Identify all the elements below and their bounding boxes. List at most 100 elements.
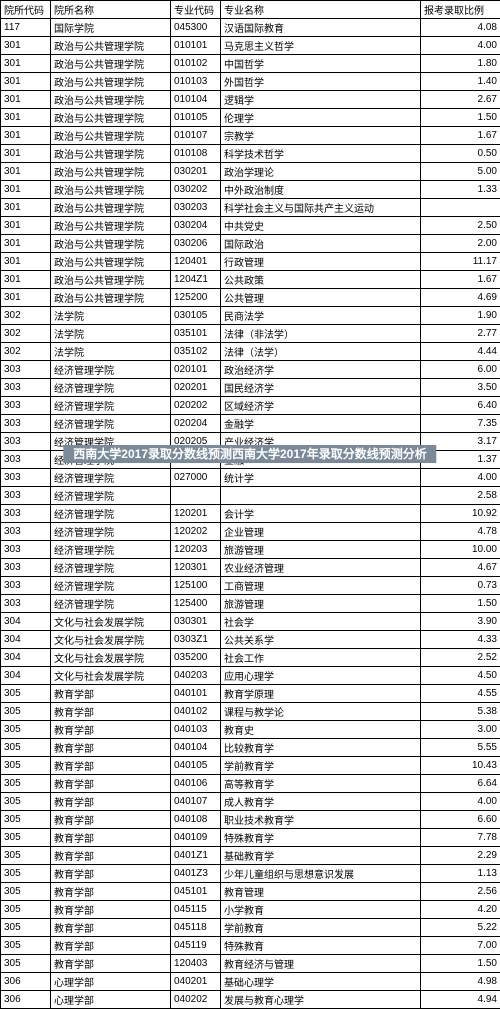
- table-row: 305教育学部040108职业技术教育学6.60: [1, 811, 500, 829]
- table-row: 305教育学部120403教育经济与管理1.50: [1, 955, 500, 973]
- table-row: 301政治与公共管理学院010105伦理学1.50: [1, 109, 500, 127]
- cell: 020101: [171, 361, 221, 379]
- cell: 公共管理: [221, 289, 421, 307]
- cell: 法学院: [51, 325, 171, 343]
- cell: 4.94: [421, 991, 500, 1009]
- cell: 教育学部: [51, 703, 171, 721]
- cell: 工商管理: [221, 577, 421, 595]
- cell: 120203: [171, 541, 221, 559]
- cell: 教育学部: [51, 685, 171, 703]
- cell: 政治学理论: [221, 163, 421, 181]
- table-row: 306心理学部040202发展与教育心理学4.94: [1, 991, 500, 1009]
- cell: 1.90: [421, 307, 500, 325]
- cell: 0401Z3: [171, 865, 221, 883]
- cell: 小学教育: [221, 901, 421, 919]
- cell: 经济管理学院: [51, 595, 171, 613]
- cell: 4.33: [421, 631, 500, 649]
- cell: 1.50: [421, 955, 500, 973]
- cell: 科学社会主义与国际共产主义运动: [221, 199, 421, 217]
- cell: 课程与教学论: [221, 703, 421, 721]
- table-row: 303经济管理学院2.58: [1, 487, 500, 505]
- cell: [171, 487, 221, 505]
- cell: 教育学部: [51, 955, 171, 973]
- cell: 030206: [171, 235, 221, 253]
- cell: 303: [1, 415, 51, 433]
- cell: 305: [1, 739, 51, 757]
- cell: 305: [1, 811, 51, 829]
- cell: 公共政策: [221, 271, 421, 289]
- table-row: 301政治与公共管理学院010104逻辑学2.67: [1, 91, 500, 109]
- cell: 035102: [171, 343, 221, 361]
- cell: 306: [1, 991, 51, 1009]
- cell: 301: [1, 163, 51, 181]
- cell: 中外政治制度: [221, 181, 421, 199]
- cell: 040102: [171, 703, 221, 721]
- cell: 0401Z1: [171, 847, 221, 865]
- cell: 社会工作: [221, 649, 421, 667]
- cell: 政治与公共管理学院: [51, 127, 171, 145]
- cell: 305: [1, 685, 51, 703]
- cell: 4.00: [421, 37, 500, 55]
- cell: 教育学部: [51, 829, 171, 847]
- cell: 4.55: [421, 685, 500, 703]
- table-row: 305教育学部040105学前教育学10.43: [1, 757, 500, 775]
- col-major-name: 专业名称: [221, 1, 421, 19]
- cell: 教育学部: [51, 937, 171, 955]
- cell: 2.56: [421, 883, 500, 901]
- cell: 040201: [171, 973, 221, 991]
- cell: 1.80: [421, 55, 500, 73]
- table-row: 302法学院030105民商法学1.90: [1, 307, 500, 325]
- cell: 010101: [171, 37, 221, 55]
- cell: 010104: [171, 91, 221, 109]
- cell: 政治与公共管理学院: [51, 217, 171, 235]
- cell: 305: [1, 721, 51, 739]
- cell: 经济管理学院: [51, 379, 171, 397]
- table-row: 301政治与公共管理学院125200公共管理4.69: [1, 289, 500, 307]
- cell: 302: [1, 343, 51, 361]
- cell: 教育学部: [51, 721, 171, 739]
- cell: 035101: [171, 325, 221, 343]
- cell: 303: [1, 541, 51, 559]
- cell: 303: [1, 487, 51, 505]
- col-major-code: 专业代码: [171, 1, 221, 19]
- cell: 1.13: [421, 865, 500, 883]
- cell: 301: [1, 271, 51, 289]
- cell: 10.92: [421, 505, 500, 523]
- cell: 010105: [171, 109, 221, 127]
- table-body: 117国际学院045300汉语国际教育4.08301政治与公共管理学院01010…: [1, 19, 500, 1009]
- cell: 304: [1, 667, 51, 685]
- cell: 教育经济与管理: [221, 955, 421, 973]
- cell: 2.67: [421, 91, 500, 109]
- cell: 303: [1, 595, 51, 613]
- cell: 区域经济学: [221, 397, 421, 415]
- cell: 学前教育: [221, 919, 421, 937]
- cell: 045119: [171, 937, 221, 955]
- cell: 政治与公共管理学院: [51, 163, 171, 181]
- table-row: 301政治与公共管理学院030201政治学理论5.00: [1, 163, 500, 181]
- cell: 2.58: [421, 487, 500, 505]
- cell: 政治与公共管理学院: [51, 271, 171, 289]
- cell: 教育学部: [51, 775, 171, 793]
- cell: 国际政治: [221, 235, 421, 253]
- cell: 4.69: [421, 289, 500, 307]
- cell: 301: [1, 145, 51, 163]
- cell: 教育学部: [51, 793, 171, 811]
- cell: 303: [1, 559, 51, 577]
- cell: 030201: [171, 163, 221, 181]
- cell: 2.50: [421, 217, 500, 235]
- cell: 301: [1, 217, 51, 235]
- cell: 301: [1, 109, 51, 127]
- cell: 比较教育学: [221, 739, 421, 757]
- cell: 125100: [171, 577, 221, 595]
- cell: 经济管理学院: [51, 415, 171, 433]
- page-wrap: 西南大学2017录取分数线预测西南大学2017年录取分数线预测分析 院所代码 院…: [0, 0, 500, 1009]
- cell: 303: [1, 379, 51, 397]
- cell: 301: [1, 91, 51, 109]
- cell: 306: [1, 973, 51, 991]
- cell: 045300: [171, 19, 221, 37]
- cell: 3.00: [421, 721, 500, 739]
- cell: 5.55: [421, 739, 500, 757]
- table-header: 院所代码 院所名称 专业代码 专业名称 报考录取比例: [1, 1, 500, 19]
- cell: 教育学原理: [221, 685, 421, 703]
- cell: 旅游管理: [221, 595, 421, 613]
